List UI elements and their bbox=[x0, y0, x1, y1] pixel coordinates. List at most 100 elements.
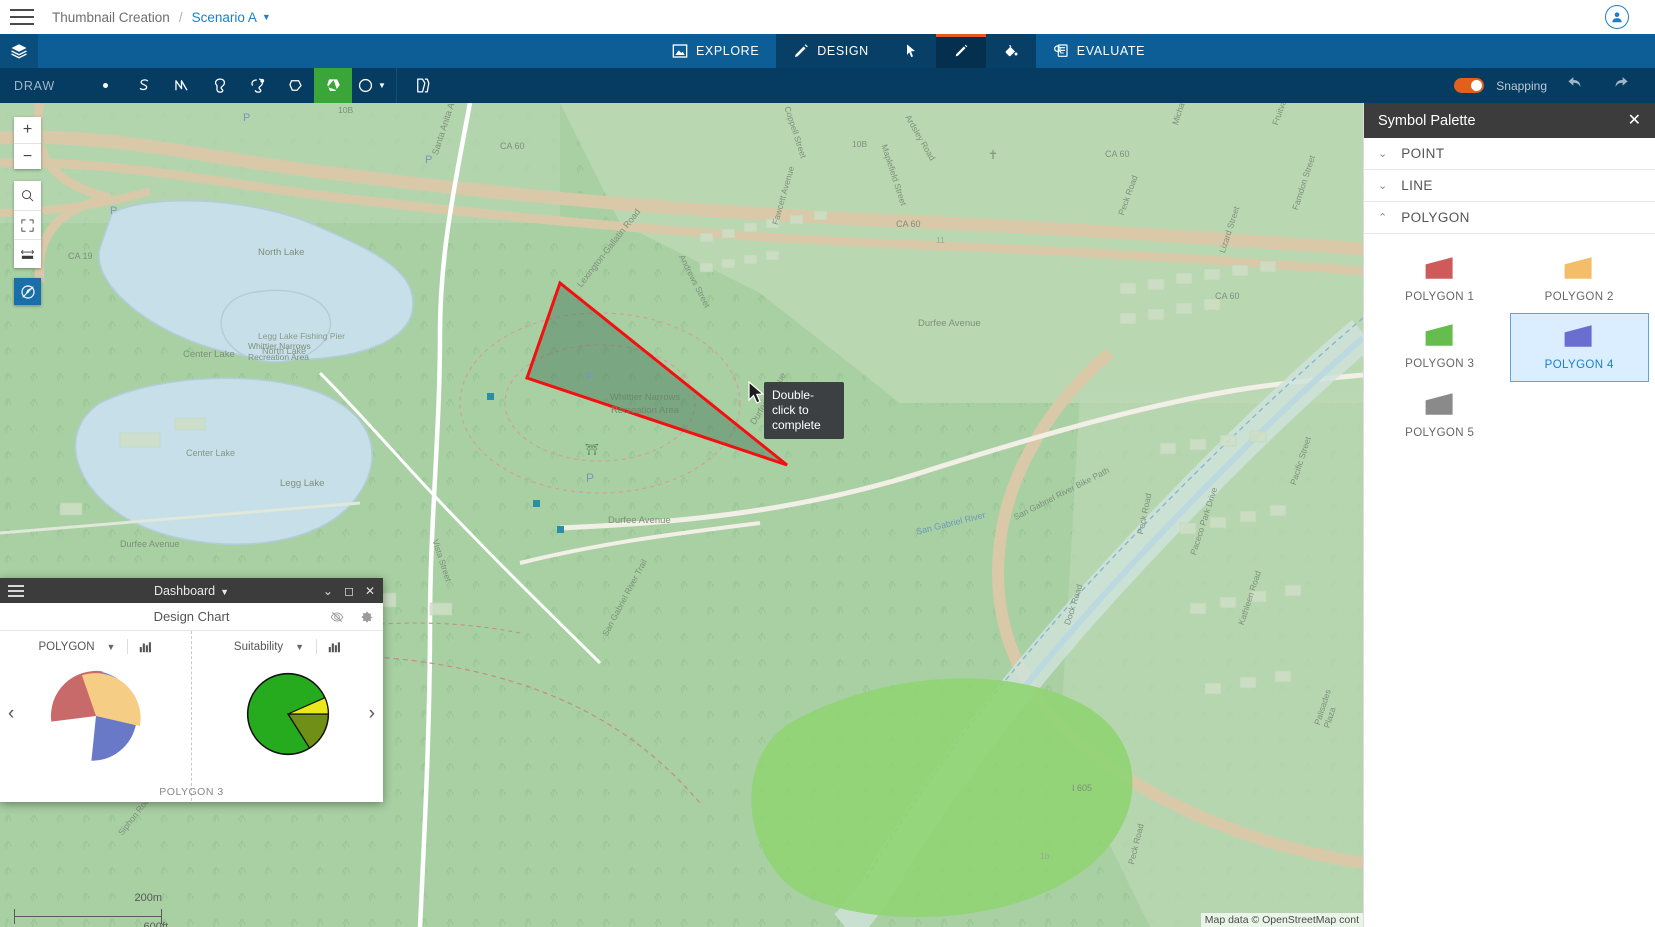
dashboard-body: ‹ › POLYGON ▼ bbox=[0, 631, 383, 801]
palette-section-line-label: LINE bbox=[1401, 178, 1433, 193]
suitability-pie-chart[interactable] bbox=[240, 666, 336, 762]
expand-icon bbox=[21, 218, 34, 232]
explore-icon bbox=[672, 44, 688, 58]
map-label-durfee-2: Durfee Avenue bbox=[918, 318, 981, 329]
palette-item-polygon-4[interactable]: POLYGON 4 bbox=[1509, 313, 1649, 382]
avatar[interactable] bbox=[1605, 5, 1629, 29]
tool-fill[interactable] bbox=[985, 34, 1036, 68]
map-canvas[interactable]: North Lake Center Lake Legg Lake North L… bbox=[0, 103, 1363, 927]
freehand-polygon-handle-tool[interactable] bbox=[238, 68, 276, 103]
tool-select[interactable] bbox=[885, 34, 936, 68]
parking-icon: P bbox=[243, 112, 251, 124]
map-label-11: 11 bbox=[936, 235, 945, 245]
parking-icon: P bbox=[425, 154, 433, 166]
dashboard-menu-icon[interactable] bbox=[8, 584, 24, 597]
chart-suitability-selector-label[interactable]: Suitability bbox=[233, 640, 284, 653]
palette-section-line[interactable]: ⌄ LINE bbox=[1364, 170, 1655, 202]
tab-explore[interactable]: EXPLORE bbox=[655, 34, 776, 68]
map-label-i605: I 605 bbox=[1072, 783, 1093, 793]
palette-item-polygon-1[interactable]: POLYGON 1 bbox=[1370, 246, 1510, 313]
measure-button[interactable] bbox=[14, 239, 41, 268]
collapse-button[interactable]: ⌄ bbox=[322, 583, 333, 598]
tab-design[interactable]: DESIGN bbox=[776, 34, 886, 68]
polygon-swatch-icon bbox=[1425, 257, 1453, 279]
zoom-in-button[interactable]: + bbox=[22, 121, 33, 138]
search-button[interactable] bbox=[14, 181, 41, 210]
polygon-swatch-icon bbox=[1425, 393, 1453, 415]
close-icon[interactable]: ✕ bbox=[1627, 111, 1641, 129]
layers-button[interactable] bbox=[0, 34, 38, 68]
dot-icon bbox=[102, 83, 108, 88]
chevron-down-icon[interactable]: ▼ bbox=[261, 12, 271, 22]
maximize-button[interactable]: ◻ bbox=[343, 583, 354, 598]
pencil-icon bbox=[795, 44, 808, 57]
map-label-ca60-1: CA 60 bbox=[1105, 149, 1130, 159]
map-attribution[interactable]: Map data © OpenStreetMap cont bbox=[1200, 913, 1363, 927]
palette-item-label: POLYGON 5 bbox=[1405, 427, 1475, 439]
chevron-down-icon[interactable]: ▼ bbox=[106, 641, 116, 652]
redo-button[interactable] bbox=[1604, 75, 1637, 97]
chevron-down-icon[interactable]: ▼ bbox=[295, 641, 305, 652]
tab-evaluate[interactable]: EVALUATE bbox=[1036, 34, 1162, 68]
palette-section-polygon[interactable]: ⌃ POLYGON bbox=[1364, 202, 1655, 234]
map-label-1b: 1b bbox=[1040, 851, 1050, 861]
scale-bar-imperial: 600ft bbox=[143, 921, 168, 927]
map-label-ca60-3: CA 60 bbox=[1215, 291, 1240, 301]
close-button[interactable]: ✕ bbox=[364, 583, 375, 598]
freehand-line-tool[interactable] bbox=[124, 68, 162, 103]
hamburger-icon[interactable] bbox=[10, 9, 34, 25]
snapping-group: Snapping bbox=[1454, 68, 1637, 103]
draw-toolbar-label: DRAW bbox=[14, 78, 55, 93]
palette-item-label: POLYGON 3 bbox=[1405, 358, 1475, 370]
dashboard-panel: Dashboard ▼ ⌄ ◻ ✕ Design Chart bbox=[0, 578, 383, 802]
divider bbox=[316, 639, 318, 654]
squiggle-line-icon bbox=[139, 79, 148, 91]
divider bbox=[127, 639, 129, 654]
circle-tool[interactable]: ▼ bbox=[352, 68, 390, 103]
polygon-swatch-icon bbox=[1564, 325, 1592, 347]
gear-icon[interactable] bbox=[360, 610, 374, 624]
palette-item-polygon-3[interactable]: POLYGON 3 bbox=[1370, 313, 1510, 382]
bar-chart-icon[interactable] bbox=[138, 640, 152, 654]
next-chart-button[interactable]: › bbox=[368, 703, 375, 724]
snapping-label: Snapping bbox=[1496, 78, 1547, 93]
map-label-legg-lake: Legg Lake bbox=[280, 478, 325, 489]
polygon-swatch-icon bbox=[1564, 257, 1592, 279]
map-label-fishing-pier: Legg Lake Fishing Pier bbox=[258, 331, 345, 341]
palette-section-point[interactable]: ⌄ POINT bbox=[1364, 138, 1655, 170]
palette-item-polygon-2[interactable]: POLYGON 2 bbox=[1510, 246, 1650, 313]
polygon-pie-chart[interactable] bbox=[46, 666, 146, 766]
breadcrumb-scenario[interactable]: Scenario A bbox=[191, 9, 257, 25]
prev-chart-button[interactable]: ‹ bbox=[8, 703, 15, 724]
palette-item-polygon-5[interactable]: POLYGON 5 bbox=[1370, 382, 1510, 449]
polygon-tool[interactable] bbox=[276, 68, 314, 103]
scale-bar-tick-right bbox=[161, 909, 162, 924]
fullscreen-button[interactable] bbox=[14, 210, 41, 239]
main-nav-bar: EXPLORE DESIGN bbox=[0, 34, 1655, 68]
redo-icon bbox=[1615, 76, 1628, 87]
clone-tool[interactable] bbox=[403, 68, 441, 103]
circle-icon bbox=[358, 78, 373, 93]
chart-polygon: POLYGON ▼ bbox=[0, 631, 191, 801]
draw-toolbar: DRAW bbox=[0, 68, 1655, 103]
chevron-down-icon[interactable]: ▼ bbox=[378, 81, 386, 90]
zoom-out-button[interactable]: − bbox=[14, 143, 41, 169]
polyline-tool[interactable] bbox=[162, 68, 200, 103]
eye-off-icon[interactable] bbox=[330, 610, 344, 624]
draw-polygon-active-tool[interactable] bbox=[314, 68, 352, 103]
map-label-ca60-2: CA 60 bbox=[896, 219, 921, 229]
map-tooltip: Double-click to complete bbox=[764, 382, 844, 439]
map-label-center-lake: Center Lake bbox=[183, 349, 235, 360]
undo-button[interactable] bbox=[1559, 75, 1592, 97]
palette-item-label: POLYGON 2 bbox=[1544, 291, 1614, 303]
magnifier-icon bbox=[22, 190, 34, 202]
compass-button[interactable] bbox=[14, 278, 41, 305]
bar-chart-icon[interactable] bbox=[327, 640, 341, 654]
snapping-toggle[interactable] bbox=[1454, 78, 1485, 93]
chart-polygon-selector-label[interactable]: POLYGON bbox=[38, 640, 95, 653]
tool-draw[interactable] bbox=[935, 34, 986, 68]
parking-icon: P bbox=[586, 471, 595, 485]
compass-icon bbox=[20, 284, 35, 299]
point-tool[interactable] bbox=[86, 68, 124, 103]
freehand-polygon-tool[interactable] bbox=[200, 68, 238, 103]
